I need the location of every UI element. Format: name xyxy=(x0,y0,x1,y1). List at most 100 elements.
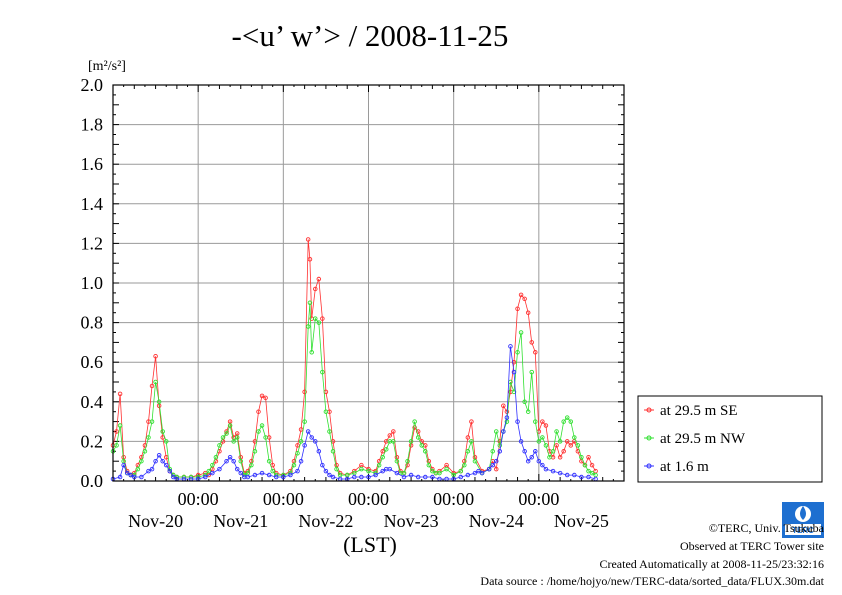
data-point xyxy=(408,439,414,444)
data-point xyxy=(557,454,563,460)
data-point xyxy=(217,466,222,472)
data-point xyxy=(263,395,268,401)
data-point xyxy=(327,472,332,478)
data-point xyxy=(412,419,417,424)
data-point xyxy=(533,449,538,454)
data-point xyxy=(525,310,531,315)
data-point xyxy=(430,468,435,474)
data-point xyxy=(405,458,410,464)
data-point xyxy=(412,425,417,430)
day-label: Nov-23 xyxy=(384,511,439,531)
data-point xyxy=(259,393,265,399)
footer-created: Created Automatically at 2008-11-25/23:3… xyxy=(599,557,824,571)
data-point xyxy=(156,453,162,458)
data-point xyxy=(522,449,527,454)
data-point xyxy=(387,433,393,438)
data-point xyxy=(490,462,495,468)
data-point xyxy=(295,451,300,456)
data-point xyxy=(394,470,400,476)
data-point xyxy=(259,423,265,428)
data-point xyxy=(497,443,503,448)
data-point xyxy=(146,468,151,474)
midnight-label: 00:00 xyxy=(263,489,304,509)
data-point xyxy=(171,474,176,480)
data-point xyxy=(536,439,542,444)
data-point xyxy=(352,474,357,480)
data-point xyxy=(426,462,432,468)
midnight-label: 00:00 xyxy=(433,489,474,509)
data-point xyxy=(213,454,219,460)
footer-copyright: ©TERC, Univ. Tsukuba xyxy=(708,521,824,535)
data-point xyxy=(359,466,364,472)
footer-observed: Observed at TERC Tower site xyxy=(679,539,824,553)
data-point xyxy=(149,419,155,424)
legend-entry: at 1.6 m xyxy=(660,459,709,475)
data-point xyxy=(579,474,584,480)
data-point xyxy=(490,449,495,454)
data-point xyxy=(153,458,158,464)
data-point xyxy=(273,474,279,480)
data-point xyxy=(153,354,158,359)
data-point xyxy=(117,474,123,480)
data-point xyxy=(330,449,336,454)
data-point xyxy=(224,458,229,464)
y-tick-label: 0.6 xyxy=(81,352,104,372)
data-point xyxy=(149,466,155,472)
data-point xyxy=(231,439,236,444)
data-point xyxy=(252,472,258,478)
data-point xyxy=(540,419,545,424)
data-point xyxy=(529,340,534,345)
data-point xyxy=(270,468,275,474)
data-point xyxy=(135,466,141,472)
data-point xyxy=(564,472,570,478)
data-point xyxy=(557,470,563,476)
data-point xyxy=(266,472,272,478)
data-point xyxy=(462,462,467,468)
data-point xyxy=(380,454,385,460)
y-tick-label: 2.0 xyxy=(81,75,104,95)
data-point xyxy=(508,344,513,349)
data-point xyxy=(522,296,527,302)
data-point xyxy=(206,468,212,474)
day-label: Nov-20 xyxy=(128,511,183,531)
data-point xyxy=(589,462,595,468)
data-point xyxy=(529,369,534,375)
data-point xyxy=(458,468,464,474)
data-point xyxy=(238,470,243,476)
data-point xyxy=(536,458,542,464)
data-point xyxy=(323,409,329,414)
data-point xyxy=(298,439,304,444)
data-point xyxy=(121,462,126,468)
data-point xyxy=(305,429,311,434)
data-point xyxy=(533,419,538,424)
data-point xyxy=(163,462,169,468)
data-point xyxy=(554,429,559,434)
data-point xyxy=(373,472,378,478)
data-point xyxy=(415,474,421,480)
data-point xyxy=(515,419,520,424)
data-point xyxy=(263,435,268,440)
data-point xyxy=(469,419,474,424)
x-axis-label: (LST) xyxy=(343,532,397,557)
legend-box xyxy=(637,395,823,483)
data-point xyxy=(476,468,481,474)
data-point xyxy=(586,468,591,474)
data-point xyxy=(156,399,162,405)
data-point xyxy=(307,256,313,262)
data-point xyxy=(160,429,165,434)
data-point xyxy=(132,474,137,480)
data-point xyxy=(376,462,382,468)
data-point xyxy=(472,470,478,476)
data-point xyxy=(383,447,389,452)
data-point xyxy=(525,409,531,414)
data-point xyxy=(518,330,524,335)
terc-logo: TERC xyxy=(782,502,824,538)
data-point xyxy=(323,468,329,474)
data-point xyxy=(217,443,222,448)
data-point xyxy=(313,286,318,292)
data-point xyxy=(568,443,574,448)
data-point xyxy=(124,470,130,476)
data-point xyxy=(305,324,311,329)
data-point xyxy=(501,429,506,434)
